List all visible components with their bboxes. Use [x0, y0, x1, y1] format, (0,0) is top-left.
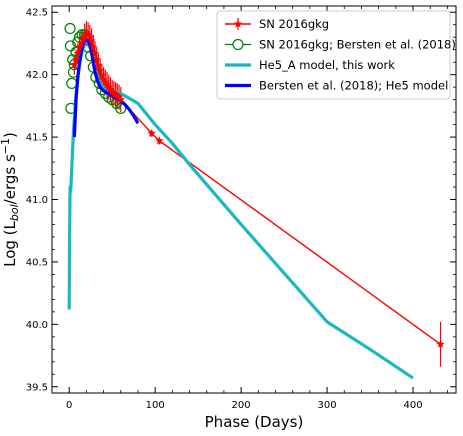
- data-point-star: [116, 95, 126, 104]
- data-point-star: [436, 339, 445, 348]
- data-point-star: [85, 32, 95, 41]
- data-point-star: [102, 80, 112, 89]
- series-layer: [64, 20, 445, 380]
- data-point-star: [97, 71, 107, 80]
- legend-entry: He5_A model, this work: [225, 58, 395, 72]
- data-point-star: [106, 85, 115, 94]
- data-point-star: [111, 90, 120, 99]
- data-point-star: [155, 136, 164, 145]
- data-point-star: [104, 82, 114, 91]
- data-point-star: [101, 77, 110, 86]
- legend-circle: [232, 38, 244, 51]
- data-point-star: [75, 42, 84, 51]
- y-tick-label: 42.0: [26, 70, 48, 81]
- x-tick-label: 100: [146, 400, 165, 411]
- data-point-star: [109, 88, 119, 98]
- x-tick-label: 200: [232, 400, 251, 411]
- y-tick-label: 41.5: [26, 133, 48, 144]
- data-point-star: [78, 35, 88, 44]
- x-tick-label: 400: [403, 400, 422, 411]
- data-point-star: [147, 128, 156, 137]
- y-tick-label: 39.5: [26, 382, 48, 393]
- data-point-star: [87, 36, 96, 45]
- data-point-circle: [115, 102, 127, 114]
- y-tick-label: 40.5: [26, 257, 48, 268]
- legend-label: SN 2016gkg; Bersten et al. (2018): [259, 38, 456, 52]
- data-point-star: [73, 48, 83, 58]
- legend-label: He5_A model, this work: [259, 58, 395, 72]
- legend-entry: Bersten et al. (2018); He5 model: [225, 79, 448, 93]
- data-point-star: [94, 61, 103, 70]
- legend-label: SN 2016gkg: [259, 17, 329, 31]
- data-point-star: [90, 48, 100, 58]
- y-tick-label: 40.0: [26, 320, 48, 331]
- data-point-star: [71, 55, 81, 64]
- y-axis-title: Log (Lbol/ergs s−1): [0, 132, 21, 267]
- data-point-star: [88, 42, 98, 51]
- data-point-star: [83, 30, 93, 39]
- legend-entry: SN 2016gkg: [225, 17, 329, 31]
- data-point-star: [92, 55, 101, 64]
- data-point-star: [113, 91, 122, 100]
- legend-entry: SN 2016gkg; Bersten et al. (2018): [225, 38, 456, 52]
- data-point-star: [107, 87, 117, 96]
- legend-label: Bersten et al. (2018); He5 model: [259, 79, 448, 93]
- x-axis-title: Phase (Days): [205, 413, 304, 431]
- data-point-star: [76, 38, 86, 48]
- ticks-layer: 0 100 200 300 400 39.5 40.0 40.5 41.0 41.5 42.0 42.…: [26, 6, 456, 411]
- legend: SN 2016gkg SN 2016gkg; Bersten et al. (20…: [216, 10, 456, 100]
- x-tick-label: 300: [318, 400, 337, 411]
- data-point-star: [99, 75, 108, 84]
- y-tick-label: 41.0: [26, 195, 48, 206]
- y-tick-label: 42.5: [26, 8, 48, 19]
- legend-box: [216, 10, 451, 100]
- data-point-star: [70, 60, 79, 69]
- data-point-star: [82, 28, 91, 38]
- data-point-circle: [64, 22, 76, 35]
- x-tick-label: 0: [66, 400, 72, 411]
- data-point-star: [114, 92, 124, 101]
- legend-star: [233, 19, 243, 28]
- data-point-star: [95, 66, 105, 75]
